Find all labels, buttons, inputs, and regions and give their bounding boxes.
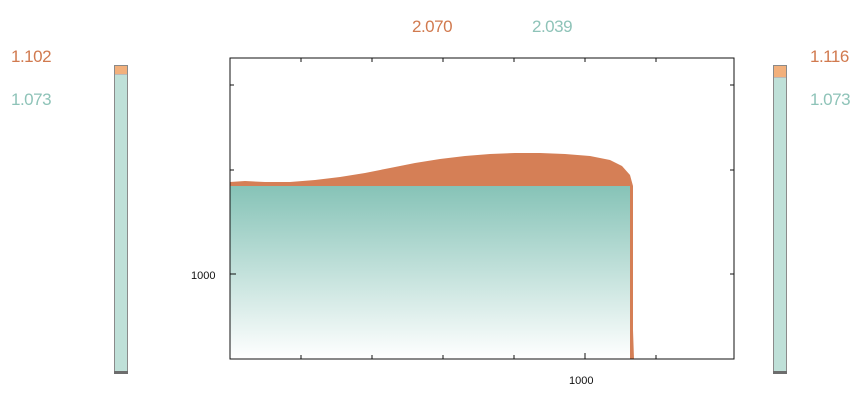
lower-profile-area [230,186,630,359]
y-axis-ticks [230,84,734,275]
plot-frame [229,57,735,360]
left-gauge-base [114,371,128,374]
right-gauge-bottom-value: 1.073 [810,90,851,109]
right-gauge-cap [774,66,786,78]
x-tick-label: 1000 [569,375,593,387]
right-gauge-top-value: 1.116 [810,47,849,66]
x-axis-ticks [300,58,657,359]
left-level-gauge [114,65,128,374]
left-gauge-bottom-value: 1.073 [11,90,52,109]
header-metric-orange: 2.070 [412,17,453,36]
left-gauge-top-value: 1.102 [11,47,52,66]
header-metric-teal: 2.039 [532,17,573,36]
y-tick-label: 1000 [191,270,215,282]
left-gauge-cap [115,66,127,75]
right-level-gauge [773,65,787,374]
upper-profile-area [230,153,634,359]
right-gauge-base [773,371,787,374]
